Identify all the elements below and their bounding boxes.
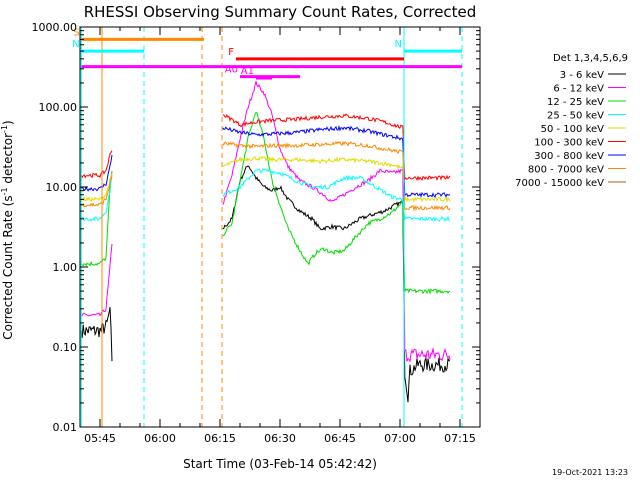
x-tick-label-6: 07:15 (444, 432, 476, 445)
y-tick-label-5: 0.01 (53, 421, 78, 434)
chart-title: RHESSI Observing Summary Count Rates, Co… (84, 3, 477, 21)
x-tick-label-0: 05:45 (84, 432, 116, 445)
series-line-2-seg-1 (222, 112, 451, 295)
x-tick-label-4: 06:45 (324, 432, 356, 445)
annotation-label-5: A0 (225, 65, 238, 76)
footer-date: 19-Oct-2021 13:23 (552, 468, 628, 477)
series-line-1-seg-1 (222, 81, 451, 362)
x-axis-label: Start Time (03-Feb-14 05:42:42) (183, 457, 377, 471)
annotation-label-2: N (395, 39, 402, 50)
y-tick-label-1: 100.00 (39, 101, 78, 114)
legend-label-7: 800 - 7000 keV (528, 165, 604, 176)
legend-label-3: 25 - 50 keV (547, 111, 604, 122)
y-label-sup-1: -1 (0, 187, 9, 195)
legend-label-2: 12 - 25 keV (547, 97, 604, 108)
legend-label-4: 50 - 100 keV (541, 124, 605, 135)
y-label-part-2: detector (1, 133, 15, 188)
y-label-part-3: ) (1, 120, 15, 125)
legend-label-0: 3 - 6 keV (560, 70, 604, 81)
series-line-1-seg-0 (81, 244, 113, 317)
y-label-sup-2: -1 (0, 125, 9, 133)
legend-label-1: 6 - 12 keV (553, 84, 604, 95)
series-line-7-seg-0 (81, 175, 113, 208)
annotation-label-1: N (72, 39, 79, 50)
legend-label-8: 7000 - 15000 keV (515, 178, 604, 189)
y-tick-label-4: 0.10 (53, 341, 78, 354)
legend-title: Det 1,3,4,5,6,9 (553, 53, 628, 64)
annotation-label-0: S (73, 27, 79, 38)
annotation-label-6: A1 (241, 66, 254, 77)
series-line-0-seg-1 (222, 165, 451, 403)
y-axis-label: Corrected Count Rate (s-1 detector-1) (0, 120, 15, 339)
x-tick-label-3: 06:30 (264, 432, 296, 445)
x-tick-label-1: 06:00 (144, 432, 176, 445)
series-line-6-seg-1 (222, 124, 451, 199)
series-line-7-seg-1 (222, 140, 451, 212)
legend: 3 - 6 keV 6 - 12 keV 12 - 25 keV 25 - 50 ke… (515, 70, 626, 189)
legend-label-5: 100 - 300 keV (534, 138, 604, 149)
series-line-5-seg-0 (80, 150, 113, 179)
annotation-label-3: F (228, 47, 234, 58)
series-line-4-seg-1 (222, 156, 451, 204)
series-line-0-seg-0 (80, 307, 113, 362)
axes: 1000.00 100.00 10.00 1.00 0.10 0.01 05:45 06:00… (32, 21, 481, 445)
x-tick-label-2: 06:15 (204, 432, 236, 445)
series-line-2-seg-0 (80, 170, 113, 267)
x-tick-label-5: 07:00 (384, 432, 416, 445)
y-tick-label-2: 10.00 (46, 181, 78, 194)
y-tick-label-0: 1000.00 (32, 21, 78, 34)
y-label-part-1: Corrected Count Rate (s (1, 195, 15, 339)
legend-label-6: 300 - 800 keV (534, 151, 604, 162)
y-tick-label-3: 1.00 (53, 261, 78, 274)
series-line-4-seg-0 (80, 173, 113, 203)
series-line-5-seg-1 (222, 113, 451, 182)
series-line-3-seg-1 (222, 167, 451, 223)
series-line-3-seg-0 (80, 176, 113, 222)
